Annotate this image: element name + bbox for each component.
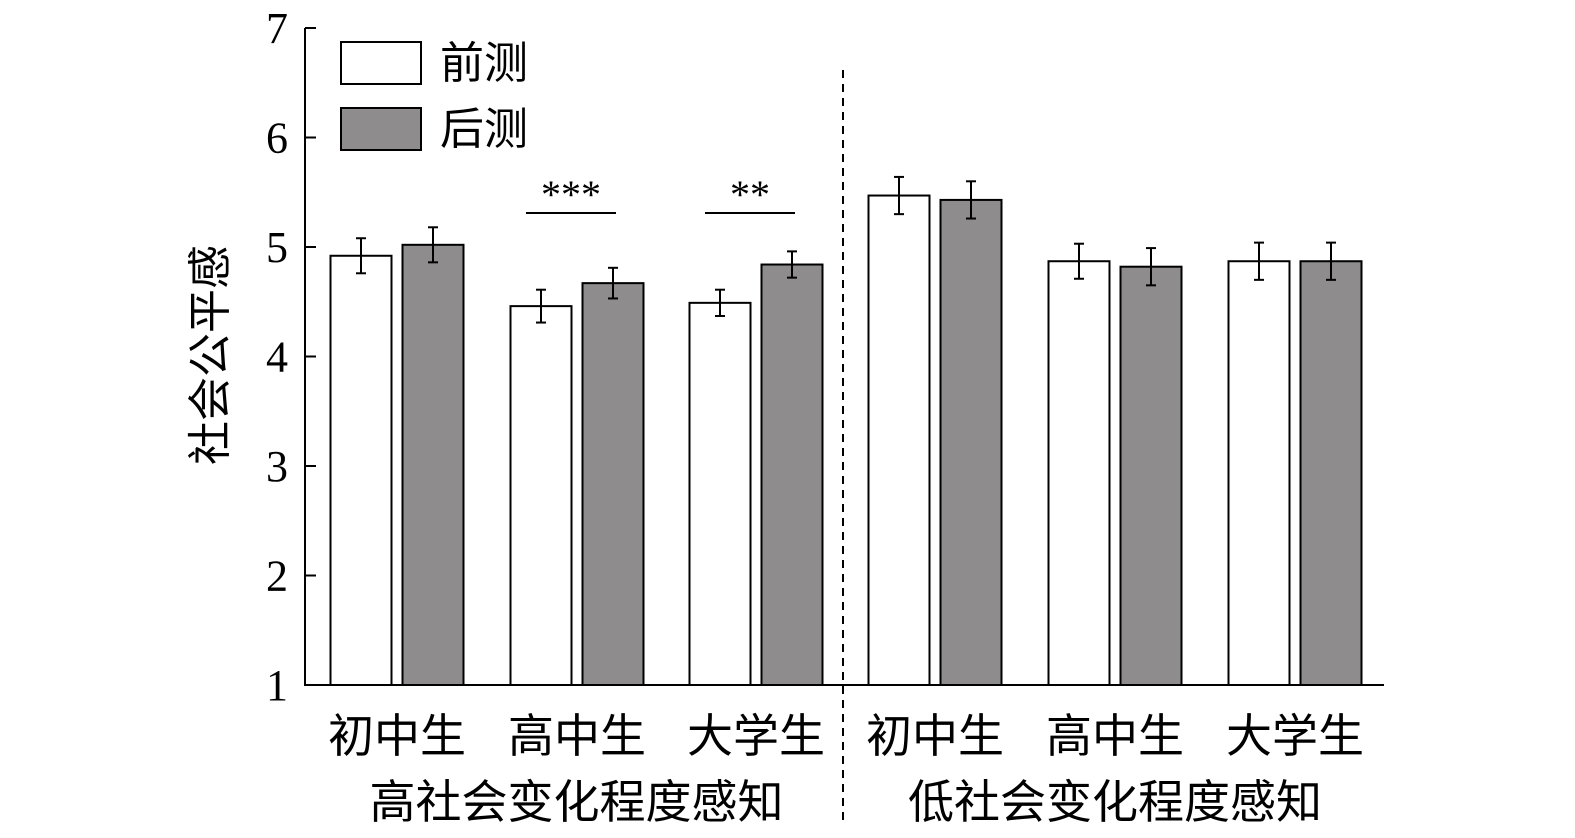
y-tick-label: 7 xyxy=(266,4,288,53)
bar-pre xyxy=(1047,260,1111,686)
significance-stars: ** xyxy=(730,172,770,217)
y-axis-label: 社会公平感 xyxy=(186,245,235,465)
y-tick-label: 1 xyxy=(266,661,288,710)
bar-post xyxy=(939,198,1003,686)
y-ticks: 1 2 3 4 5 6 7 xyxy=(266,4,316,710)
significance-stars: *** xyxy=(541,172,601,217)
x-tick-label: 初中生 xyxy=(866,711,1004,762)
bar-post xyxy=(401,243,465,686)
legend-swatch-post xyxy=(340,107,422,151)
x-tick-label: 高中生 xyxy=(508,711,646,762)
bar-pre xyxy=(1227,260,1291,686)
significance-annotations: *** ** xyxy=(526,172,795,217)
bar-pre xyxy=(688,301,752,686)
bar-post xyxy=(760,263,824,686)
bar-pre xyxy=(509,305,573,686)
legend-label-pre: 前测 xyxy=(440,39,528,88)
group-label: 高社会变化程度感知 xyxy=(370,777,784,828)
x-tick-label: 高中生 xyxy=(1046,711,1184,762)
bar-post xyxy=(581,282,645,686)
y-tick-label: 3 xyxy=(266,442,288,491)
y-tick-label: 4 xyxy=(266,333,288,382)
bar-post xyxy=(1299,260,1363,686)
y-tick-label: 2 xyxy=(266,552,288,601)
x-tick-label: 大学生 xyxy=(687,711,825,762)
group-label: 低社会变化程度感知 xyxy=(908,777,1322,828)
bars-layer xyxy=(329,175,1363,686)
legend-label-post: 后测 xyxy=(440,105,528,154)
y-tick-label: 6 xyxy=(266,114,288,163)
bar-pre xyxy=(867,194,931,686)
x-tick-label: 初中生 xyxy=(328,711,466,762)
legend-swatch-pre xyxy=(340,41,422,85)
y-tick-label: 5 xyxy=(266,223,288,272)
bar-pre xyxy=(329,254,393,686)
legend: 前测 后测 xyxy=(340,39,528,154)
x-tick-label: 大学生 xyxy=(1226,711,1364,762)
bar-post xyxy=(1119,265,1183,686)
